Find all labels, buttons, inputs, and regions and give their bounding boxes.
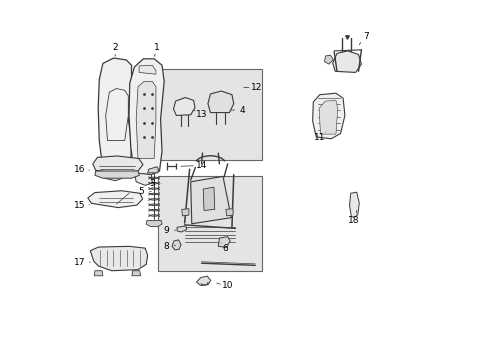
- Bar: [158, 69, 262, 160]
- Polygon shape: [146, 221, 162, 226]
- Polygon shape: [225, 209, 233, 216]
- Text: 5: 5: [139, 187, 144, 196]
- Polygon shape: [102, 169, 122, 181]
- Polygon shape: [177, 226, 186, 232]
- Text: 7: 7: [362, 32, 368, 41]
- Polygon shape: [207, 91, 233, 113]
- Text: 2: 2: [112, 43, 117, 52]
- Bar: [158, 176, 262, 271]
- Polygon shape: [90, 246, 147, 271]
- Polygon shape: [312, 93, 344, 139]
- Polygon shape: [196, 276, 210, 285]
- Polygon shape: [93, 156, 142, 173]
- Polygon shape: [324, 55, 333, 64]
- Text: 13: 13: [195, 110, 207, 119]
- Text: 14: 14: [195, 161, 207, 170]
- Text: 16: 16: [74, 165, 85, 174]
- Polygon shape: [139, 65, 156, 74]
- Polygon shape: [94, 271, 102, 276]
- Polygon shape: [319, 100, 337, 134]
- Polygon shape: [134, 173, 152, 185]
- Polygon shape: [132, 271, 140, 276]
- Polygon shape: [349, 192, 359, 217]
- Polygon shape: [332, 51, 361, 72]
- Polygon shape: [136, 81, 156, 158]
- Polygon shape: [129, 59, 164, 175]
- Polygon shape: [88, 191, 142, 208]
- Polygon shape: [203, 187, 214, 211]
- Text: 4: 4: [240, 105, 245, 114]
- Polygon shape: [172, 240, 181, 250]
- Text: 10: 10: [222, 280, 233, 289]
- Polygon shape: [173, 98, 195, 116]
- Polygon shape: [95, 171, 139, 178]
- Text: 15: 15: [74, 201, 85, 210]
- Polygon shape: [105, 89, 128, 140]
- Text: 12: 12: [251, 83, 262, 92]
- Text: 18: 18: [347, 216, 359, 225]
- Polygon shape: [147, 167, 158, 173]
- Polygon shape: [182, 209, 188, 216]
- Text: 8: 8: [163, 242, 169, 251]
- Text: 11: 11: [313, 133, 325, 142]
- Polygon shape: [218, 237, 230, 247]
- Text: 1: 1: [153, 43, 159, 52]
- Polygon shape: [98, 58, 131, 171]
- Text: 17: 17: [74, 258, 85, 267]
- Polygon shape: [190, 176, 231, 224]
- Text: 3: 3: [149, 179, 155, 188]
- Text: 6: 6: [222, 244, 227, 253]
- Text: 9: 9: [163, 226, 169, 235]
